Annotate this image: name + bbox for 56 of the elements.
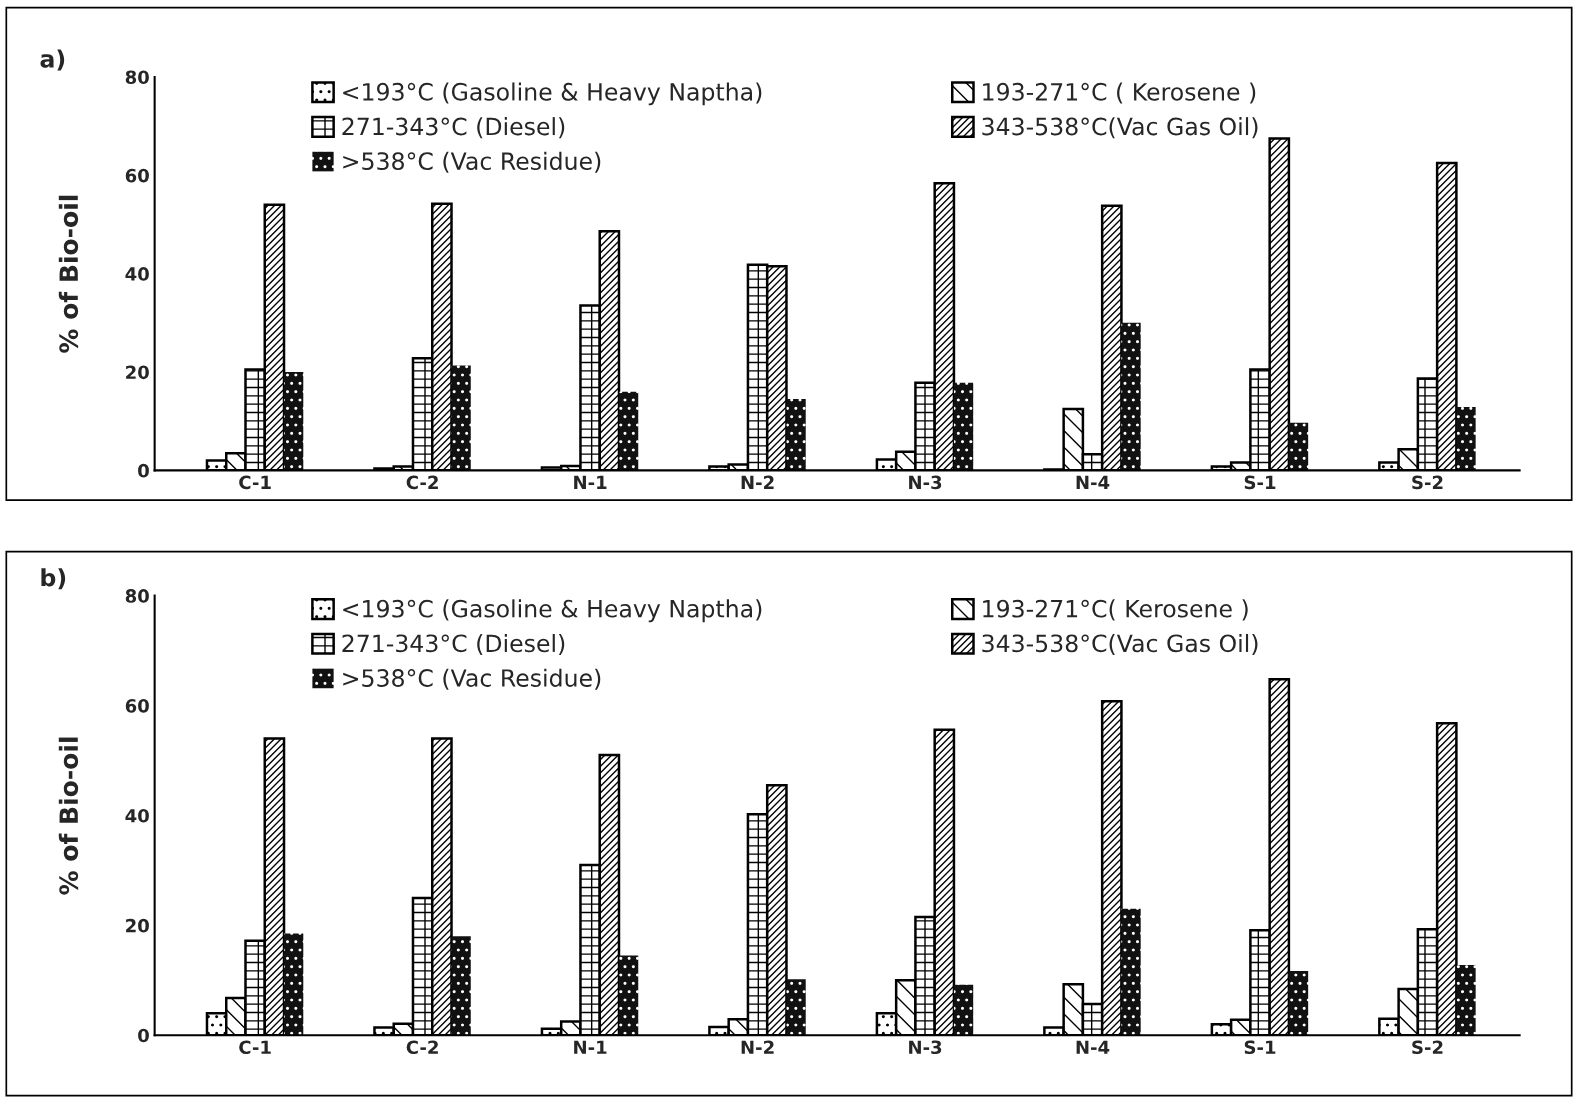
- x-tick-label: N-4: [1076, 475, 1110, 489]
- y-tick-label: 40: [125, 267, 149, 281]
- legend-label: 271-343°C (Diesel): [342, 633, 565, 656]
- x-tick-label: N-2: [741, 1040, 774, 1054]
- bar: [451, 365, 471, 471]
- bar: [953, 984, 974, 1036]
- y-tick-label: 20: [126, 918, 149, 933]
- x-tick-label: N-3: [909, 1040, 942, 1055]
- y-tick-label: 60: [125, 699, 149, 713]
- bar: [1288, 422, 1309, 471]
- legend-label: <193°C (Gasoline & Heavy Naptha): [343, 82, 762, 106]
- bar: [1288, 970, 1309, 1036]
- x-tick-label: C-2: [406, 1040, 438, 1055]
- legend-label: 343-538°C(Vac Gas Oil): [982, 117, 1258, 139]
- x-tick-label: N-3: [909, 475, 942, 490]
- bar: [1121, 322, 1141, 471]
- x-tick-label: S-1: [1244, 1040, 1276, 1055]
- text: a): [40, 49, 65, 71]
- x-tick-label: S-1: [1244, 475, 1276, 490]
- text: b): [41, 568, 66, 590]
- bar: [451, 936, 471, 1036]
- bar: [618, 391, 639, 471]
- legend-label: >538°C (Vac Residue): [343, 151, 601, 173]
- x-tick-label: C-2: [406, 475, 438, 490]
- y-tick-label: 40: [125, 808, 149, 823]
- y-tick-label: 0: [138, 463, 149, 478]
- bar: [786, 979, 806, 1036]
- y-tick-label: 60: [125, 168, 149, 183]
- bar: [786, 399, 806, 471]
- bar: [284, 372, 304, 471]
- y-tick-label: 80: [125, 589, 149, 603]
- y-tick-label: 20: [126, 365, 149, 380]
- x-tick-label: S-2: [1412, 475, 1443, 490]
- legend-label: <193°C (Gasoline & Heavy Naptha): [343, 599, 762, 623]
- y-axis-title: % of Bio-oil: [58, 737, 79, 895]
- bar: [618, 955, 639, 1036]
- x-tick-label: N-2: [741, 475, 774, 489]
- legend-label: 271-343°C (Diesel): [342, 117, 565, 139]
- x-tick-label: N-1: [574, 475, 607, 489]
- bar: [953, 382, 974, 471]
- legend-label: 343-538°C(Vac Gas Oil): [982, 633, 1258, 656]
- bar: [1456, 964, 1476, 1036]
- bar: [1121, 908, 1141, 1036]
- bar: [284, 933, 304, 1036]
- x-tick-label: N-4: [1076, 1040, 1110, 1054]
- legend-label: >538°C (Vac Residue): [343, 668, 601, 690]
- x-tick-label: S-2: [1412, 1040, 1443, 1055]
- y-axis-title: % of Bio-oil: [58, 195, 79, 353]
- bar: [1456, 406, 1476, 471]
- y-tick-label: 0: [138, 1028, 149, 1043]
- x-tick-label: C-1: [239, 1040, 271, 1055]
- y-tick-label: 80: [125, 70, 149, 85]
- x-tick-label: N-1: [574, 1040, 607, 1054]
- legend-label: 193-271°C( Kerosene ): [983, 599, 1248, 621]
- x-tick-label: C-1: [239, 475, 271, 490]
- legend-label: 193-271°C ( Kerosene ): [983, 82, 1256, 104]
